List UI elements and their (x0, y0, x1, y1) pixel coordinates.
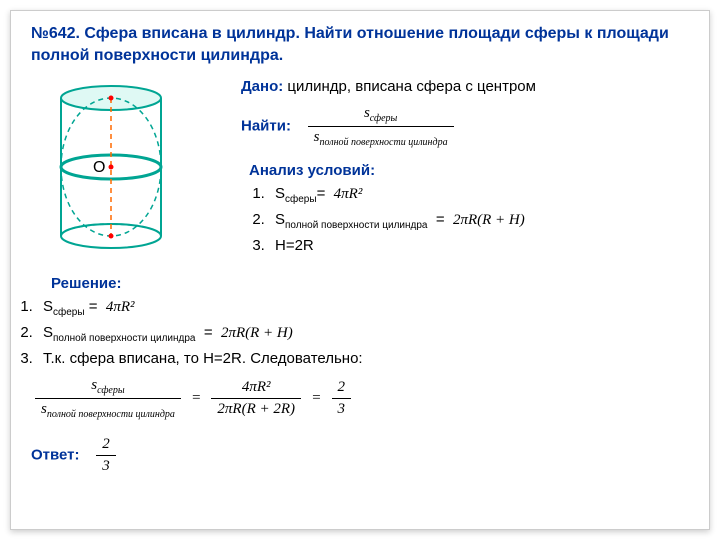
find-fraction: sсферы sполной поверхности цилиндра (308, 103, 454, 150)
analysis-item: Sполной поверхности цилиндра = 2πR(R + H… (269, 209, 689, 233)
derivation-line: sсферы sполной поверхности цилиндра = 4π… (35, 375, 689, 422)
solution-item: Sполной поверхности цилиндра = 2πR(R + H… (37, 322, 689, 346)
s1-sub: сферы (53, 307, 85, 318)
frac-den-sub: полной поверхности цилиндра (319, 137, 447, 148)
diagram-column: O (31, 76, 221, 267)
cylinder-sphere-diagram: O (31, 76, 201, 261)
find-label: Найти: (241, 117, 291, 134)
frac-num-sub: сферы (370, 113, 398, 124)
analysis-label: Анализ условий: (249, 162, 375, 179)
answer-fraction: 2 3 (96, 434, 116, 477)
derivation-frac-left: sсферы sполной поверхности цилиндра (35, 375, 181, 422)
ans-num: 2 (96, 434, 116, 456)
given-text: цилиндр, вписана сфера с центром (287, 78, 536, 95)
analysis-section: Анализ условий: Sсферы= 4πR² Sполной пов… (241, 160, 689, 256)
a2-rhs: 2πR(R + H) (453, 212, 525, 228)
a2-sub: полной поверхности цилиндра (285, 220, 427, 231)
solution-list: Sсферы = 4πR² Sполной поверхности цилинд… (37, 296, 689, 369)
a2-eq: = (436, 211, 445, 228)
answer-label: Ответ: (31, 446, 80, 463)
d-res-den: 3 (332, 399, 352, 420)
analysis-item: H=2R (269, 235, 689, 256)
solution-item: Т.к. сфера вписана, то H=2R. Следователь… (37, 348, 689, 369)
center-label: O (93, 159, 105, 176)
derivation-frac-mid: 4πR² 2πR(R + 2R) (211, 377, 301, 420)
a1-eq: = (317, 185, 326, 202)
a1-rhs: 4πR² (334, 186, 363, 202)
d-mid-num: 4πR² (211, 377, 301, 399)
s2-eq: = (204, 324, 213, 341)
d-mid-den: 2πR(R + 2R) (211, 399, 301, 420)
a1-s: S (275, 185, 285, 202)
s2-rhs: 2πR(R + H) (221, 325, 293, 341)
analysis-item: Sсферы= 4πR² (269, 183, 689, 207)
a2-s: S (275, 211, 285, 228)
derivation-frac-result: 2 3 (332, 377, 352, 420)
d-res-num: 2 (332, 377, 352, 399)
analysis-list: Sсферы= 4πR² Sполной поверхности цилиндр… (269, 183, 689, 256)
solution-item: Sсферы = 4πR² (37, 296, 689, 320)
ans-den: 3 (96, 456, 116, 477)
s2-s: S (43, 324, 53, 341)
d-eq1: = (191, 390, 201, 406)
d-eq2: = (311, 390, 321, 406)
d-num-sub: сферы (97, 385, 125, 396)
slide-container: №642. Сфера вписана в цилиндр. Найти отн… (10, 10, 710, 530)
s1-eq: = (89, 298, 98, 315)
solution-label: Решение: (51, 275, 121, 292)
a1-sub: сферы (285, 194, 317, 205)
given-label: Дано: (241, 78, 283, 95)
given-section: Дано: цилиндр, вписана сфера с центром Н… (241, 76, 689, 256)
answer-section: Ответ: 2 3 (31, 434, 689, 477)
s2-sub: полной поверхности цилиндра (53, 333, 195, 344)
d-den-sub: полной поверхности цилиндра (47, 409, 175, 420)
problem-title: №642. Сфера вписана в цилиндр. Найти отн… (31, 23, 689, 68)
solution-section: Решение: Sсферы = 4πR² Sполной поверхнос… (31, 273, 689, 369)
a3-plain: H=2R (275, 237, 314, 254)
s1-s: S (43, 298, 53, 315)
s3-text: Т.к. сфера вписана, то H=2R. Следователь… (43, 350, 363, 367)
s1-rhs: 4πR² (106, 299, 135, 315)
